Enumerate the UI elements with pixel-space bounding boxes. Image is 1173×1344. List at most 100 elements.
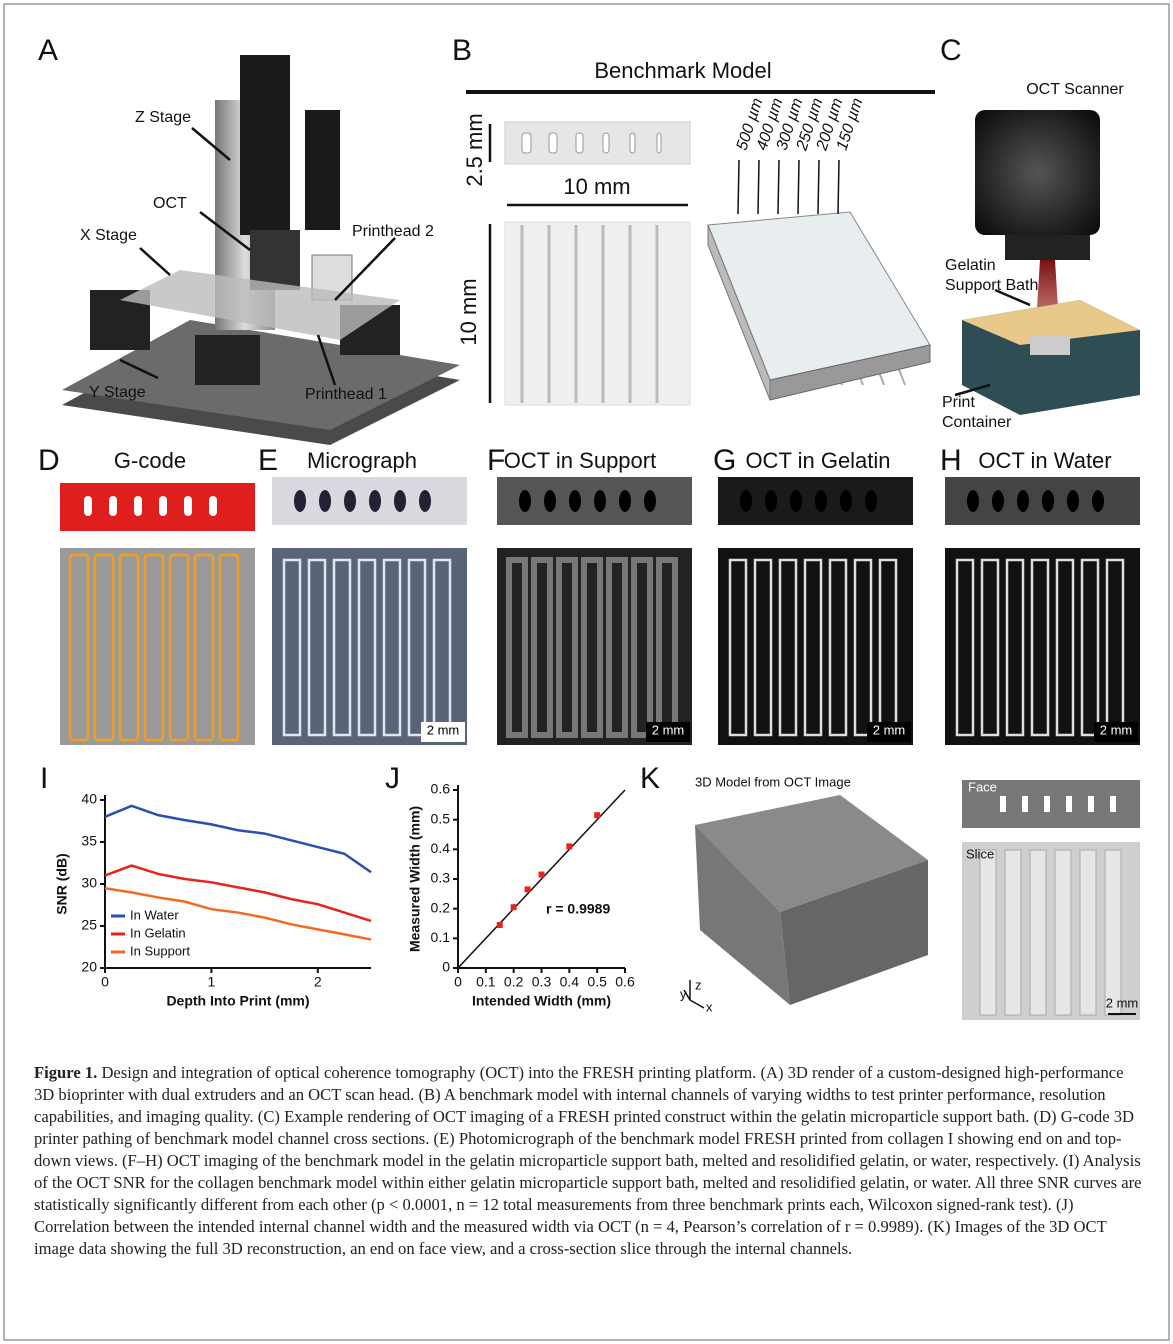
channel: [1030, 850, 1046, 1015]
slot: [522, 133, 531, 153]
annotation: X Stage: [80, 227, 137, 244]
point: [594, 812, 600, 818]
point: [511, 904, 517, 910]
annotation: Z Stage: [135, 109, 191, 126]
y-tick-label: 0: [442, 959, 450, 975]
panel-title: OCT in Water: [978, 448, 1111, 473]
slot: [369, 490, 381, 512]
slot: [840, 490, 852, 512]
point: [497, 922, 503, 928]
slot: [519, 490, 531, 512]
y-tick-label: 40: [81, 791, 97, 807]
leader: [838, 160, 839, 214]
model-3d: [708, 212, 930, 400]
panel-label: E: [258, 444, 278, 477]
axis-glyph-label: y: [680, 986, 687, 1001]
y-axis-label: SNR (dB): [54, 853, 70, 914]
channel: [1005, 850, 1021, 1015]
y-tick-label: 0.5: [431, 810, 451, 826]
slot: [394, 490, 406, 512]
panel-title: OCT in Gelatin: [745, 448, 890, 473]
point: [566, 843, 572, 849]
hole: [882, 386, 900, 398]
slot: [1092, 490, 1104, 512]
annotation: Y Stage: [89, 384, 146, 401]
slot: [344, 490, 356, 512]
slot: [644, 490, 656, 512]
slot: [630, 133, 635, 153]
hole: [836, 386, 854, 398]
slot: [294, 490, 306, 512]
panel-label: D: [38, 444, 60, 477]
caption-text: Design and integration of optical cohere…: [34, 1063, 1141, 1258]
point: [525, 886, 531, 892]
x-axis-label: Intended Width (mm): [472, 993, 611, 1009]
legend-label: In Water: [130, 907, 179, 922]
y-tick-label: 0.3: [431, 870, 451, 886]
reconstruction: [695, 780, 1140, 1020]
slot: [1022, 796, 1028, 812]
channel: [980, 850, 996, 1015]
leader: [798, 160, 799, 214]
panel-label: F: [487, 444, 505, 477]
scale-label: 2 mm: [1100, 722, 1133, 737]
scale-label: 2 mm: [1106, 995, 1139, 1010]
x-tick-label: 0.2: [504, 974, 524, 990]
panel-label: H: [940, 444, 962, 477]
slot: [84, 496, 92, 516]
slot: [1042, 490, 1054, 512]
axis-glyph-label: z: [695, 977, 702, 992]
slot: [1067, 490, 1079, 512]
slot: [319, 490, 331, 512]
annotation: Printhead 1: [305, 386, 387, 403]
image-row: DG-codeEMicrograph2 mmFOCT in Support2 m…: [38, 444, 1140, 745]
x-tick-label: 0.4: [560, 974, 580, 990]
leader: [738, 160, 739, 214]
x-tick-label: 0.5: [587, 974, 607, 990]
slot: [657, 133, 661, 153]
page: A Z Stage OCT X Stage Printhead 2 Y Stag…: [0, 0, 1173, 1344]
panel-title: 3D Model from OCT Image: [695, 774, 851, 789]
panel-title: G-code: [114, 448, 186, 473]
slot: [1066, 796, 1072, 812]
y-tick-label: 0.4: [431, 840, 451, 856]
slot: [134, 496, 142, 516]
leader: [758, 160, 759, 214]
y-tick-label: 30: [81, 875, 97, 891]
slot: [549, 133, 557, 153]
channel-labels: 500 µm400 µm300 µm250 µm200 µm150 µm: [734, 96, 867, 214]
y-tick-label: 25: [81, 917, 97, 933]
legend-label: In Support: [130, 943, 190, 958]
slot: [1044, 796, 1050, 812]
x-tick-label: 0: [101, 974, 109, 990]
slot: [1088, 796, 1094, 812]
slot: [992, 490, 1004, 512]
scale-label: 2 mm: [427, 722, 460, 737]
slot: [109, 496, 117, 516]
inset-label: Face: [968, 779, 997, 794]
slot: [209, 496, 217, 516]
legend-label: In Gelatin: [130, 925, 186, 940]
slot: [967, 490, 979, 512]
scale-label: 2 mm: [873, 722, 906, 737]
x-tick-label: 0.3: [532, 974, 552, 990]
slot: [765, 490, 777, 512]
y-tick-label: 35: [81, 833, 97, 849]
x-tick-label: 2: [314, 974, 322, 990]
annotation: Printhead 2: [352, 223, 434, 240]
leader: [778, 160, 779, 214]
y-axis-label: Measured Width (mm): [407, 806, 423, 952]
scale-label: 2 mm: [652, 722, 685, 737]
slot: [1110, 796, 1116, 812]
panel-label: I: [40, 762, 48, 795]
panel-label: C: [940, 34, 962, 67]
panel-label: J: [385, 762, 400, 795]
slot: [865, 490, 877, 512]
x-axis-label: Depth Into Print (mm): [166, 993, 309, 1009]
caption-label: Figure 1.: [34, 1063, 97, 1082]
hole: [905, 386, 923, 398]
slot: [159, 496, 167, 516]
panel-label: K: [640, 762, 660, 795]
